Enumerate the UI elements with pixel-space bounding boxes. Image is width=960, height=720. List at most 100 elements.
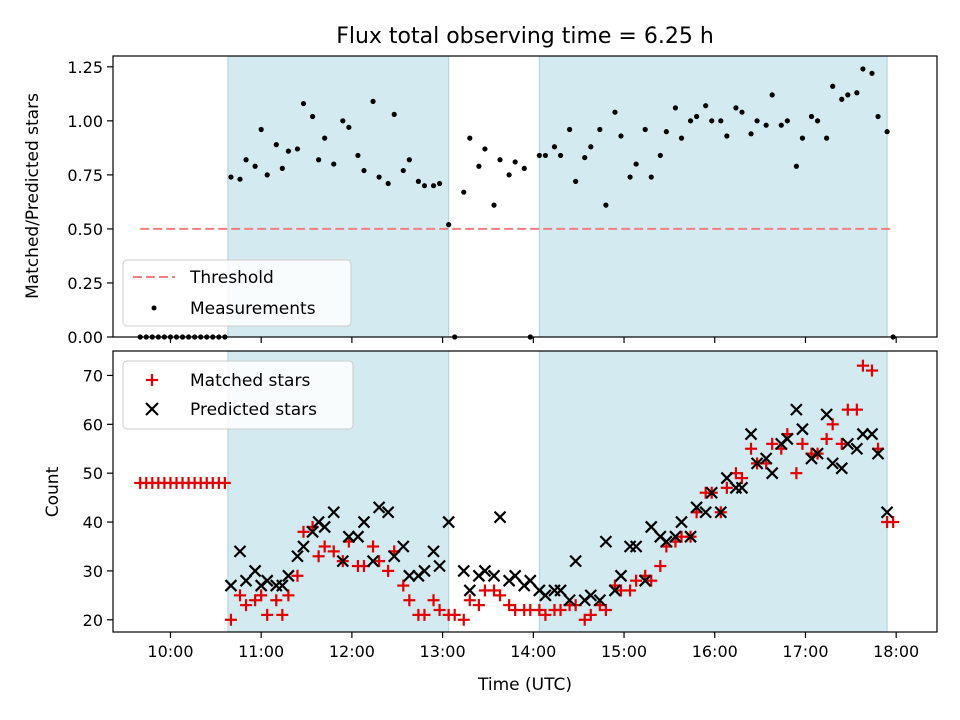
measurement-point (739, 109, 745, 115)
measurement-point (446, 222, 452, 228)
measurement-point (252, 163, 258, 169)
predicted-stars-point (248, 564, 262, 578)
measurement-point (370, 98, 376, 104)
measurement-point (678, 135, 685, 141)
matched-stars-point (463, 594, 476, 607)
matched-stars-point (418, 608, 431, 621)
matched-stars-point (282, 589, 295, 602)
measurement-point (322, 135, 328, 141)
matched-stars-point (850, 403, 863, 416)
matched-stars-point (433, 604, 446, 617)
shaded-interval (539, 56, 888, 337)
predicted-stars-point (282, 569, 295, 583)
predicted-stars-point (403, 569, 416, 583)
measurement-point (663, 129, 669, 135)
y-tick-label: 0.00 (67, 328, 103, 347)
matched-stars-point (318, 540, 331, 553)
measurement-point (703, 103, 709, 109)
measurement-point (754, 118, 760, 124)
measurement-point (415, 178, 422, 184)
measurement-point (346, 124, 352, 130)
predicted-stars-point (239, 574, 253, 587)
x-tick-label: 16:00 (692, 642, 738, 661)
measurement-point (657, 152, 663, 159)
chart-title: Flux total observing time = 6.25 h (336, 24, 714, 49)
predicted-stars-point (224, 579, 238, 592)
ratio-ylabel: Matched/Predicted stars (23, 93, 43, 299)
measurement-point (567, 126, 573, 133)
matched-stars-point (645, 574, 658, 587)
predicted-stars-point (427, 545, 440, 558)
x-tick-label: 17:00 (782, 642, 828, 661)
measurement-point (748, 131, 754, 137)
predicted-stars-point (276, 579, 289, 592)
measurement-point (264, 172, 270, 178)
predicted-stars-point (735, 481, 749, 495)
measurement-point (869, 70, 875, 76)
measurement-point (421, 183, 428, 189)
predicted-stars-point (297, 540, 310, 553)
measurement-point (551, 144, 558, 150)
y-tick-label: 50 (83, 464, 103, 483)
measurement-point (793, 163, 799, 169)
predicted-stars-point (690, 501, 703, 514)
measurement-point (406, 157, 412, 163)
x-axis-label: Time (UTC) (477, 675, 572, 695)
matched-stars-point (367, 540, 380, 553)
measurement-point (799, 135, 806, 141)
predicted-stars-point (720, 471, 734, 485)
predicted-stars-point (880, 505, 894, 519)
predicted-stars-point (871, 447, 885, 460)
measurement-point (778, 122, 784, 128)
x-tick-label: 12:00 (329, 642, 375, 661)
measurement-point (461, 189, 467, 195)
predicted-stars-point (357, 515, 371, 529)
predicted-stars-point (850, 442, 864, 456)
predicted-stars-point (291, 549, 304, 563)
predicted-stars-point (336, 554, 350, 568)
matched-stars-point (234, 589, 247, 602)
measurement-point (860, 66, 866, 72)
predicted-stars-point (260, 574, 274, 587)
count-panel-frame (112, 350, 938, 633)
measurement-point (376, 174, 382, 180)
matched-stars-point (291, 569, 304, 582)
predicted-stars-point (744, 427, 758, 441)
matched-stars-point (554, 604, 567, 617)
count-legend: Matched stars Predicted stars (122, 360, 354, 430)
measurement-point (557, 152, 564, 159)
count-legend-box (122, 360, 354, 430)
predicted-stars-point (638, 574, 652, 587)
predicted-stars-point (463, 584, 477, 597)
matched-stars-point (312, 550, 325, 563)
measurement-point (542, 152, 549, 159)
predicted-stars-point (599, 535, 613, 548)
matched-stars-point (865, 364, 878, 377)
matched-stars-point (796, 437, 809, 450)
predicted-stars-point (765, 466, 779, 480)
count-panel: 10:00 11:00 12:00 13:00 14:00 15:00 16:00 17:00… (43, 350, 938, 661)
predicted-stars-point (397, 540, 410, 553)
matched-stars-point (218, 476, 231, 489)
predicted-stars-point (675, 515, 688, 529)
y-tick-label: 70 (83, 366, 103, 385)
matched-stars-point (240, 599, 253, 612)
matched-stars-point (457, 613, 470, 626)
measurement-point (316, 157, 322, 163)
measurement-point (300, 100, 307, 107)
predicted-stars-point (614, 569, 628, 583)
predicted-stars-point (684, 530, 697, 543)
measurement-point (285, 148, 291, 154)
matched-stars-point (766, 437, 779, 450)
matched-stars-point (494, 589, 507, 602)
matched-stars-point (224, 613, 237, 626)
predicted-stars-point (539, 589, 552, 602)
matched-stars-point (472, 599, 485, 612)
measurements-legend-swatch (151, 305, 157, 311)
measurement-point (355, 152, 361, 159)
matched-stars-point (624, 584, 637, 597)
predicted-stars-point (487, 569, 501, 583)
matched-stars-point (533, 604, 546, 617)
matched-stars-point (382, 564, 395, 577)
predicted-stars-point (790, 403, 803, 416)
